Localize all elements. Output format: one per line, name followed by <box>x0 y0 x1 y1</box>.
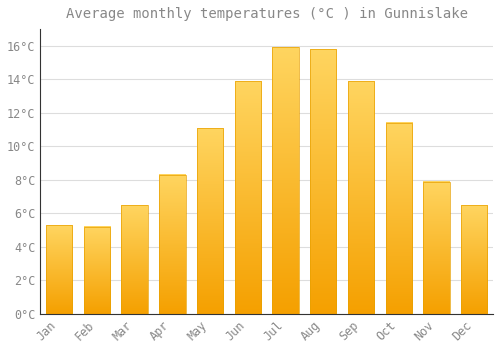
Bar <box>84 227 110 314</box>
Bar <box>159 175 186 314</box>
Bar <box>272 48 299 314</box>
Bar <box>122 205 148 314</box>
Bar <box>424 182 450 314</box>
Title: Average monthly temperatures (°C ) in Gunnislake: Average monthly temperatures (°C ) in Gu… <box>66 7 468 21</box>
Bar <box>46 225 72 314</box>
Bar <box>386 123 412 314</box>
Bar <box>197 128 224 314</box>
Bar <box>461 205 487 314</box>
Bar <box>310 49 336 314</box>
Bar <box>234 81 261 314</box>
Bar <box>348 81 374 314</box>
